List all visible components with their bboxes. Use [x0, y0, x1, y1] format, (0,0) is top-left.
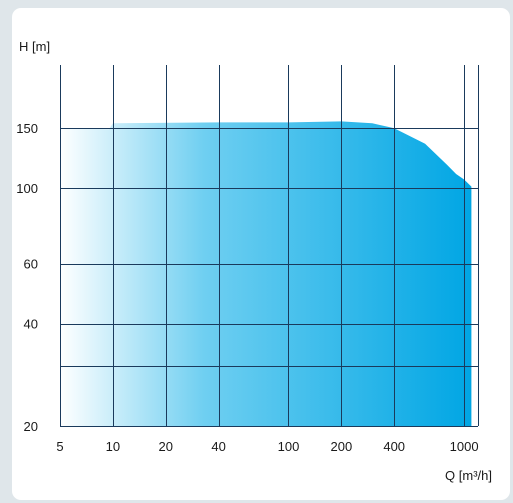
x-tick-label: 100	[278, 439, 300, 454]
x-tick-label: 40	[211, 439, 225, 454]
chart-card: 5 10 20 40 100 200 400 1000 20 40 60 100 150 H [m] Q…	[12, 8, 510, 500]
y-axis-label: H [m]	[19, 39, 50, 54]
x-axis-label: Q [m³/h]	[445, 468, 492, 483]
y-tick-label: 60	[24, 257, 38, 272]
grid	[60, 65, 479, 427]
performance-area	[60, 121, 472, 427]
y-tick-label: 20	[24, 419, 38, 434]
x-tick-label: 1000	[450, 439, 479, 454]
y-tick-label: 40	[24, 317, 38, 332]
tick-labels: 5 10 20 40 100 200 400 1000 20 40 60 100 150	[16, 121, 478, 454]
x-tick-label: 5	[56, 439, 63, 454]
y-tick-label: 100	[16, 181, 38, 196]
x-tick-label: 10	[106, 439, 120, 454]
x-tick-label: 400	[383, 439, 405, 454]
x-tick-label: 200	[330, 439, 352, 454]
x-tick-label: 20	[158, 439, 172, 454]
performance-range-chart: 5 10 20 40 100 200 400 1000 20 40 60 100 150 H [m] Q…	[16, 39, 492, 483]
y-tick-label: 150	[16, 121, 38, 136]
